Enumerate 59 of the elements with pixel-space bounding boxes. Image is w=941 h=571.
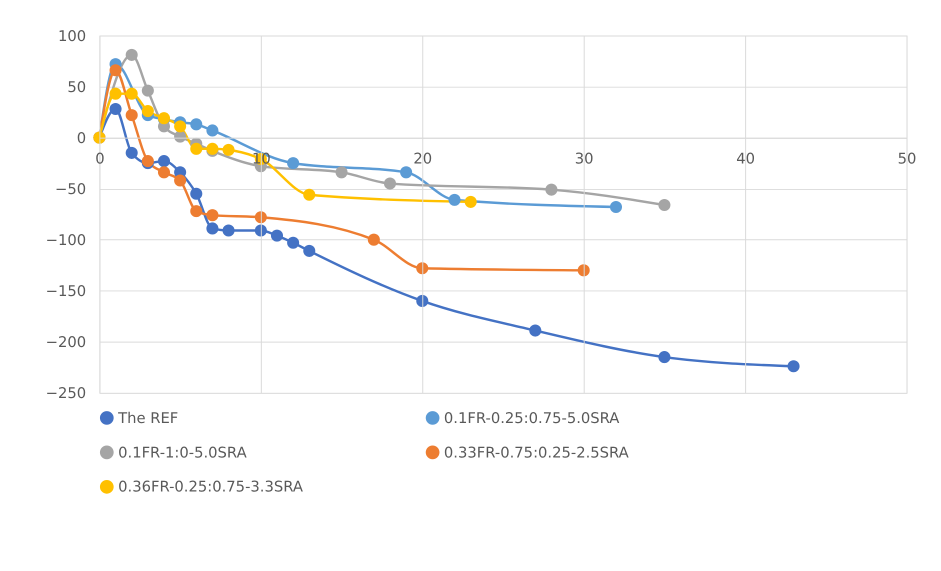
y-tick-label: −250 [46,385,86,402]
point [126,146,138,159]
point [287,157,300,170]
point [190,118,202,130]
legend-label: 0.36FR-0.25:0.75-3.3SRA [118,478,303,496]
y-tick-label: −100 [46,232,86,250]
point [448,194,461,206]
point [545,184,558,196]
legend-label: 0.1FR-1:0-5.0SRA [118,444,247,462]
y-tick-label: 50 [67,78,86,96]
point [206,209,218,222]
x-tick-label: 50 [898,150,916,168]
point [190,188,202,200]
y-tick-label: −50 [54,181,86,198]
point [190,205,202,218]
point [110,88,122,100]
x-tick-label: 20 [413,150,432,168]
point [222,224,235,237]
point [464,196,477,208]
y-tick-label: −150 [46,283,86,300]
point [142,105,154,118]
x-tick-label: 40 [736,150,756,168]
point [222,144,235,156]
y-tick-label: −200 [46,334,86,352]
y-tick-label: 0 [76,130,86,148]
point [303,188,316,201]
point [110,103,122,116]
point [174,120,186,132]
point [110,64,122,76]
point [126,48,138,61]
point [174,174,186,186]
legend-label: 0.33FR-0.75:0.25-2.5SRA [444,444,629,462]
legend-label: The REF [117,410,178,427]
point [254,224,267,237]
point [610,201,622,214]
point [384,178,396,190]
point [303,244,316,257]
y-tick-label: 100 [58,28,86,45]
point [416,294,428,307]
point [158,155,170,168]
point [658,351,670,364]
point [270,230,284,242]
point [126,88,138,100]
point [658,198,670,211]
point [336,166,348,178]
point [788,360,800,372]
point [126,109,138,122]
x-tick-label: 30 [574,150,594,168]
point [287,236,300,249]
point [368,234,380,246]
legend-label: 0.1FR-0.25:0.75-5.0SRA [444,410,620,427]
point [206,124,218,136]
point [190,142,202,155]
point [400,166,412,178]
point [142,84,154,97]
point [158,166,170,178]
point [529,324,542,337]
x-tick-label: 0 [95,150,105,168]
point [206,222,218,234]
